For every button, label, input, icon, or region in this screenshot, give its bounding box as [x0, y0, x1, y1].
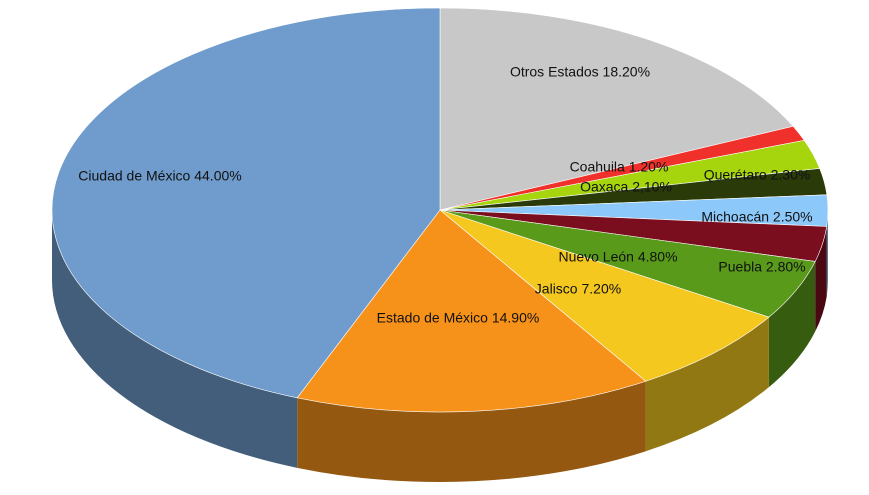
pie-labels: Otros Estados 18.20% Coahuila 1.20% Querét… — [78, 64, 812, 326]
pie-slices — [51, 7, 829, 413]
data-label-coahuila: Coahuila 1.20% — [570, 159, 669, 175]
pie-slice-jalisco — [439, 209, 770, 382]
data-label-otros-estados: Otros Estados 18.20% — [510, 64, 650, 80]
data-label-puebla: Puebla 2.80% — [718, 259, 805, 275]
pie-side-michoacan — [826, 210, 828, 297]
pie-side-jalisco — [645, 317, 769, 452]
data-label-ciudad-de-mexico: Ciudad de México 44.00% — [78, 168, 241, 184]
pie-side-ciudad-de-mexico — [52, 210, 298, 468]
pie-side-estado-de-mexico — [297, 381, 646, 482]
pie-slice-estado-de-mexico — [296, 209, 647, 413]
data-label-jalisco: Jalisco 7.20% — [535, 281, 621, 297]
data-label-oaxaca: Oaxaca 2,10% — [580, 179, 672, 195]
pie-side-nuevo-leon — [768, 261, 816, 388]
data-label-nuevo-leon: Nuevo León 4.80% — [558, 249, 677, 265]
pie-side-puebla — [815, 226, 827, 332]
pie-side-walls — [52, 210, 828, 482]
data-label-estado-de-mexico: Estado de México 14.90% — [377, 310, 540, 326]
data-label-michoacan: Michoacán 2.50% — [701, 209, 812, 225]
pie-slice-ciudad-de-mexico — [51, 7, 441, 399]
pie-slice-otros-estados — [439, 7, 794, 211]
data-label-queretaro: Querétaro 2.30% — [704, 167, 811, 183]
